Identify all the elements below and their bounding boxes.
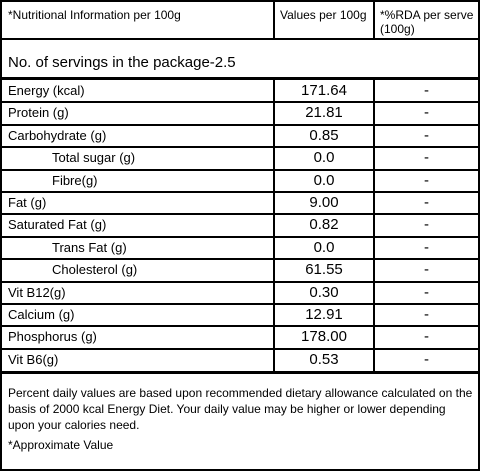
rule bbox=[2, 280, 478, 283]
rule bbox=[2, 123, 478, 126]
nutrient-rda: - bbox=[424, 283, 429, 301]
nutrient-value: 12.91 bbox=[305, 306, 343, 323]
nutrient-value: 0.82 bbox=[309, 216, 339, 234]
nutrient-rda: - bbox=[424, 306, 429, 323]
nutrient-rda: - bbox=[424, 171, 429, 189]
nutrient-label: Phosphorus (g) bbox=[8, 329, 97, 345]
nutrient-label: Vit B12(g) bbox=[8, 284, 66, 300]
header-nutrient: *Nutritional Information per 100g bbox=[8, 8, 181, 22]
rule bbox=[2, 371, 478, 374]
footer-approx: *Approximate Value bbox=[8, 438, 114, 452]
servings: No. of servings in the package-2.5 bbox=[8, 54, 236, 71]
nutrient-label: Total sugar (g) bbox=[52, 150, 136, 166]
footer-note: Percent daily values are based upon reco… bbox=[8, 386, 473, 432]
rule bbox=[2, 101, 478, 104]
header-rda: *%RDA per serve (100g) bbox=[380, 8, 474, 36]
nutrient-label: Calcium (g) bbox=[8, 307, 75, 322]
nutrient-rda: - bbox=[424, 328, 429, 346]
nutrient-label: Cholesterol (g) bbox=[52, 262, 138, 278]
nutrient-value: 0.85 bbox=[309, 126, 339, 144]
nutrient-rda: - bbox=[424, 82, 429, 99]
nutrient-value: 0.0 bbox=[313, 149, 335, 167]
rule bbox=[2, 325, 478, 328]
rule bbox=[373, 2, 375, 38]
rule bbox=[373, 78, 375, 372]
nutrient-value: 0.0 bbox=[313, 238, 335, 256]
nutrient-value: 61.55 bbox=[305, 261, 343, 279]
rule bbox=[2, 77, 478, 80]
nutrient-rda: - bbox=[424, 194, 429, 211]
nutrient-value: 21.81 bbox=[305, 104, 343, 122]
nutrient-label: Fibre(g) bbox=[52, 172, 98, 188]
nutrient-value: 0.30 bbox=[309, 283, 339, 301]
nutrient-rda: - bbox=[424, 261, 429, 279]
nutrient-value: 0.0 bbox=[313, 171, 335, 189]
rule bbox=[2, 38, 478, 40]
rule bbox=[2, 303, 478, 305]
rule bbox=[273, 78, 275, 372]
header-value: Values per 100g bbox=[280, 8, 367, 22]
nutrient-rda: - bbox=[424, 350, 429, 368]
nutrient-value: 9.00 bbox=[309, 194, 339, 211]
rule bbox=[2, 213, 478, 216]
nutrient-label: Vit B6(g) bbox=[8, 351, 59, 367]
nutrient-value: 178.00 bbox=[301, 328, 347, 346]
rule bbox=[273, 2, 275, 38]
nutrient-label: Protein (g) bbox=[8, 105, 69, 121]
nutrient-value: 0.53 bbox=[309, 350, 339, 368]
nutrient-value: 171.64 bbox=[301, 82, 347, 99]
rule bbox=[2, 347, 478, 350]
nutrient-label: Fat (g) bbox=[8, 195, 47, 210]
rule bbox=[2, 258, 478, 261]
rule bbox=[2, 168, 478, 171]
nutrient-label: Energy (kcal) bbox=[8, 83, 85, 98]
nutrient-rda: - bbox=[424, 126, 429, 144]
nutrient-label: Carbohydrate (g) bbox=[8, 127, 107, 143]
nutrient-label: Trans Fat (g) bbox=[52, 239, 127, 255]
nutrient-rda: - bbox=[424, 216, 429, 234]
nutrient-rda: - bbox=[424, 238, 429, 256]
rule bbox=[2, 235, 478, 238]
rule bbox=[2, 191, 478, 193]
nutrient-rda: - bbox=[424, 104, 429, 122]
nutrient-label: Saturated Fat (g) bbox=[8, 217, 107, 233]
nutrient-rda: - bbox=[424, 149, 429, 167]
rule bbox=[2, 146, 478, 149]
